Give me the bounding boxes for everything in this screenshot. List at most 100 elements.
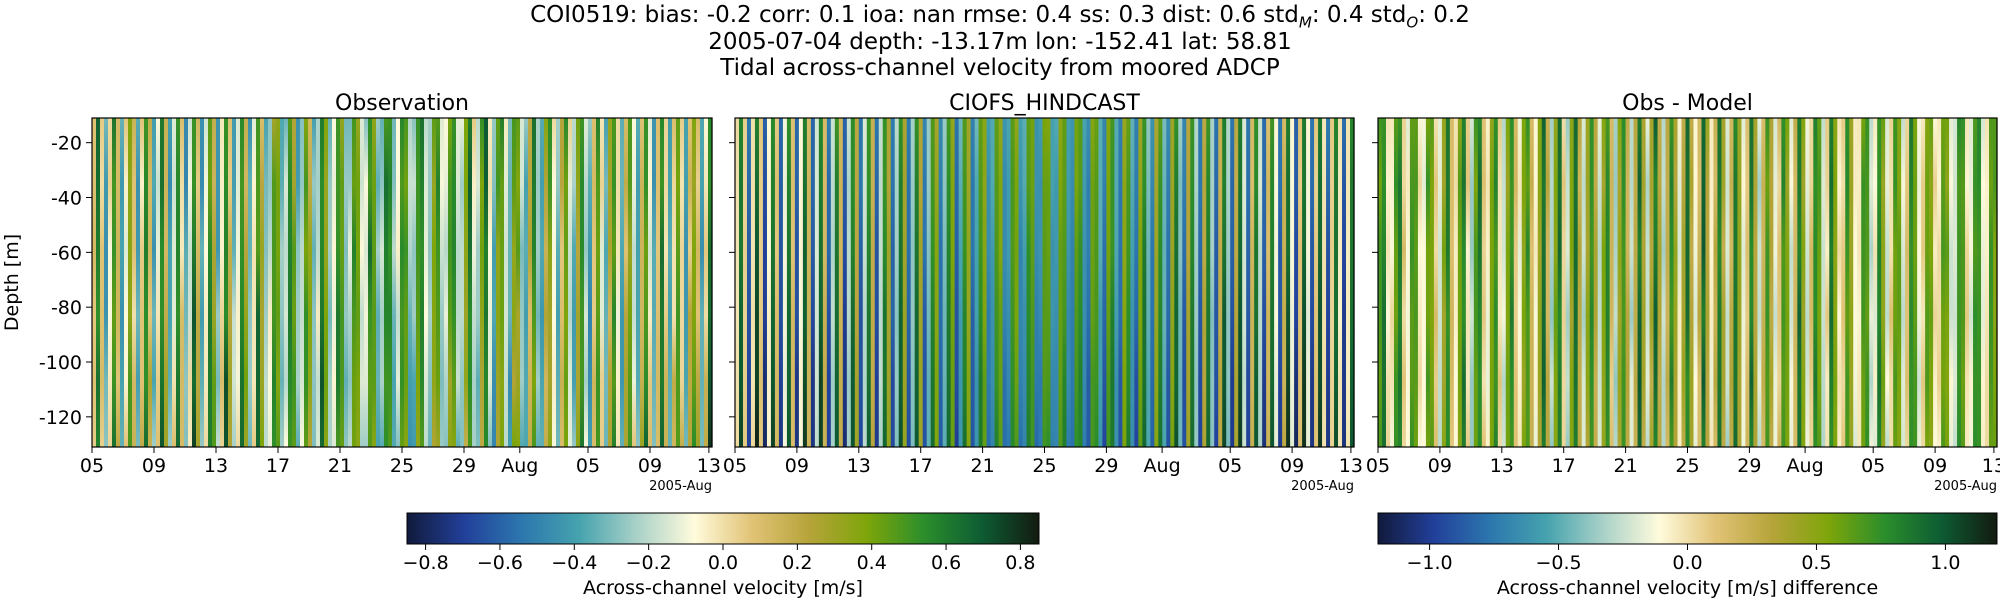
heatmap-stripe [1413,118,1419,447]
heatmap-stripe [1469,118,1475,447]
heatmap-stripe [520,118,525,447]
heatmap-stripe [1785,118,1790,447]
heatmap-stripe [1693,118,1699,447]
heatmap-stripe [256,118,261,447]
heatmap-stripe [754,118,760,447]
heatmap-stripe [1597,118,1603,447]
heatmap-stripe [786,118,792,447]
heatmap-stripe [316,118,321,447]
heatmap-stripe [742,118,748,447]
heatmap-stripe [1537,118,1543,447]
heatmap-stripe [1246,118,1251,447]
heatmap-stripe [416,118,421,447]
x-tick-label: 13 [1339,455,1363,477]
heatmap-stripe [1645,118,1651,447]
heatmap-stripe [1453,118,1459,447]
heatmap-stripe [1969,118,1974,447]
heatmap-stripe [652,118,657,447]
heatmap-stripe [396,118,401,447]
heatmap-stripe [452,118,457,447]
heatmap-stripe [540,118,545,447]
heatmap-stripe [1449,118,1455,447]
heatmap-stripe [664,118,669,447]
heatmap-stripe [1481,118,1487,447]
heatmap-stripe [368,118,373,447]
heatmap-stripe [1901,118,1906,447]
heatmap-stripe [1198,118,1203,447]
heatmap-stripe [906,118,912,447]
heatmap-stripe [1849,118,1854,447]
heatmap-stripe [1553,118,1559,447]
heatmap-stripe [292,118,297,447]
heatmap-stripe [420,118,425,447]
heatmap-stripe [794,118,800,447]
metrics-mid: : 0.4 std [1311,2,1407,28]
heatmap-stripe [1194,118,1199,447]
x-tick-label: 13 [697,455,721,477]
x-tick-label: 29 [1737,455,1761,477]
heatmap-stripe [364,118,369,447]
heatmap-stripe [1941,118,1946,447]
heatmap-stripe [1933,118,1938,447]
colorbar-0: −0.8 −0.6 −0.4 −0.2 0.0 0.2 0.4 0.6 0.8 Across-ch… [403,512,1040,599]
heatmap-stripe [252,118,257,447]
heatmap-stripe [1150,118,1155,447]
x-tick-label: 05 [576,455,600,477]
heatmap-stripe [1170,118,1175,447]
heatmap-stripe [228,118,233,447]
colorbar-gradient [406,512,1040,545]
heatmap-stripe [922,118,928,447]
heatmap-stripe [1905,118,1910,447]
heatmap-stripe [878,118,884,447]
heatmap-stripe [1853,118,1858,447]
heatmap-stripe [468,118,473,447]
heatmap-stripe [890,118,896,447]
x-tick-label: 09 [785,455,809,477]
heatmap-stripe [680,118,685,447]
heatmap-stripe [684,118,689,447]
heatmap-stripe [930,118,936,447]
x-tick-label: 09 [1923,455,1947,477]
heatmap-stripe [902,118,908,447]
heatmap-stripe [1493,118,1499,447]
heatmap-stripe [1913,118,1918,447]
heatmap-stripe [982,118,988,447]
heatmap-stripe [1737,118,1743,447]
heatmap-stripe [152,118,157,447]
heatmap-stripe [564,118,569,447]
heatmap-stripe [838,118,844,447]
heatmap-stripe [1425,118,1431,447]
x-tick-label: 05 [80,455,104,477]
heatmap-stripe [994,118,1000,447]
heatmap-stripe [1050,118,1056,447]
heatmap-stripe [986,118,992,447]
colorbar-tick-label: 0.2 [782,552,812,574]
heatmap-stripe [1873,118,1878,447]
heatmap-stripe [620,118,625,447]
heatmap-stripe [1282,118,1287,447]
x-tick-label: 25 [1675,455,1699,477]
heatmap-stripe [1022,118,1028,447]
heatmap-stripe [476,118,481,447]
heatmap-stripe [404,118,409,447]
heatmap-stripe [1897,118,1902,447]
heatmap-stripe [1409,118,1415,447]
heatmap-stripe [1290,118,1295,447]
heatmap-stripe [328,118,333,447]
x-tick-label: 13 [1982,455,2000,477]
heatmap-stripe [536,118,541,447]
heatmap-stripe [1689,118,1695,447]
heatmap-stripe [304,118,309,447]
heatmap-stripe [188,118,193,447]
heatmap-stripe [870,118,876,447]
heatmap-stripe [624,118,629,447]
heatmap-stripe [336,118,341,447]
heatmap-stripe [1793,118,1798,447]
heatmap-stripe [444,118,449,447]
heatmap-stripe [532,118,537,447]
x-tick-label: 21 [971,455,995,477]
heatmap-stripe [1541,118,1547,447]
heatmap-stripe [472,118,477,447]
panel-2: Obs - Model 05 09 13 17 21 25 29 Aug 05 09 13 2005-A… [1366,91,2000,494]
